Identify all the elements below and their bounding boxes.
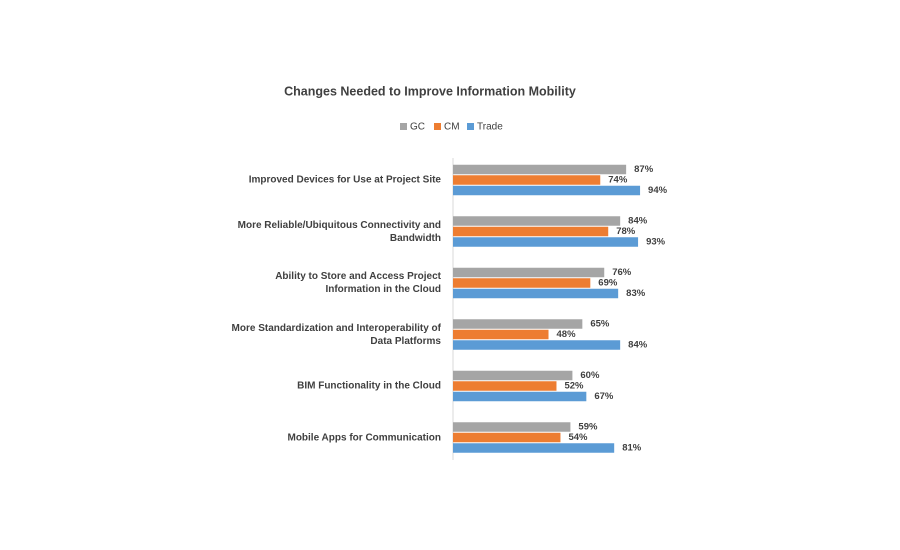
- value-label: 74%: [608, 175, 628, 186]
- legend-swatch: [400, 123, 407, 130]
- value-label: 67%: [594, 391, 614, 402]
- value-label: 87%: [634, 164, 654, 175]
- value-label: 78%: [616, 226, 636, 237]
- legend-swatch: [467, 123, 474, 130]
- value-label: 65%: [590, 319, 610, 330]
- bar: [453, 237, 639, 247]
- value-label: 69%: [598, 278, 618, 289]
- value-label: 52%: [564, 381, 584, 392]
- bar: [453, 340, 621, 350]
- value-label: 94%: [648, 185, 668, 196]
- bar: [453, 164, 627, 175]
- bar: [453, 391, 587, 402]
- legend-label: CM: [444, 122, 460, 133]
- bar: [453, 381, 557, 391]
- bar: [453, 185, 641, 196]
- value-label: 84%: [628, 340, 648, 351]
- bar: [453, 288, 619, 299]
- category-label: More Reliable/Ubiquitous Connectivity an…: [237, 219, 441, 244]
- bar: [453, 370, 573, 381]
- legend-swatch: [434, 123, 441, 130]
- bar: [453, 226, 609, 237]
- category-label: Improved Devices for Use at Project Site: [248, 174, 441, 186]
- value-label: 84%: [628, 216, 648, 227]
- value-label: 59%: [578, 422, 598, 433]
- value-label: 81%: [622, 443, 642, 454]
- bar: [453, 278, 591, 288]
- bar: [453, 267, 605, 278]
- category-label: Mobile Apps for Communication: [287, 432, 441, 443]
- value-label: 93%: [646, 237, 666, 248]
- bar: [453, 175, 601, 185]
- category-label: Ability to Store and Access Project Info…: [275, 271, 441, 295]
- bar: [453, 443, 615, 453]
- value-label: 48%: [557, 329, 577, 340]
- legend-label: Trade: [477, 122, 503, 133]
- chart-title: Changes Needed to Improve Information Mo…: [284, 84, 576, 98]
- bar: [453, 329, 549, 340]
- value-label: 76%: [612, 267, 632, 278]
- category-label: More Standardization and Interoperabilit…: [231, 322, 441, 347]
- bar: [453, 432, 561, 443]
- value-label: 54%: [568, 432, 588, 443]
- bar: [453, 319, 583, 329]
- value-label: 60%: [580, 370, 600, 381]
- category-label: BIM Functionality in the Cloud: [297, 380, 441, 392]
- bar: [453, 422, 571, 432]
- legend-label: GC: [410, 122, 425, 133]
- value-label: 83%: [626, 288, 646, 299]
- bar: [453, 216, 621, 226]
